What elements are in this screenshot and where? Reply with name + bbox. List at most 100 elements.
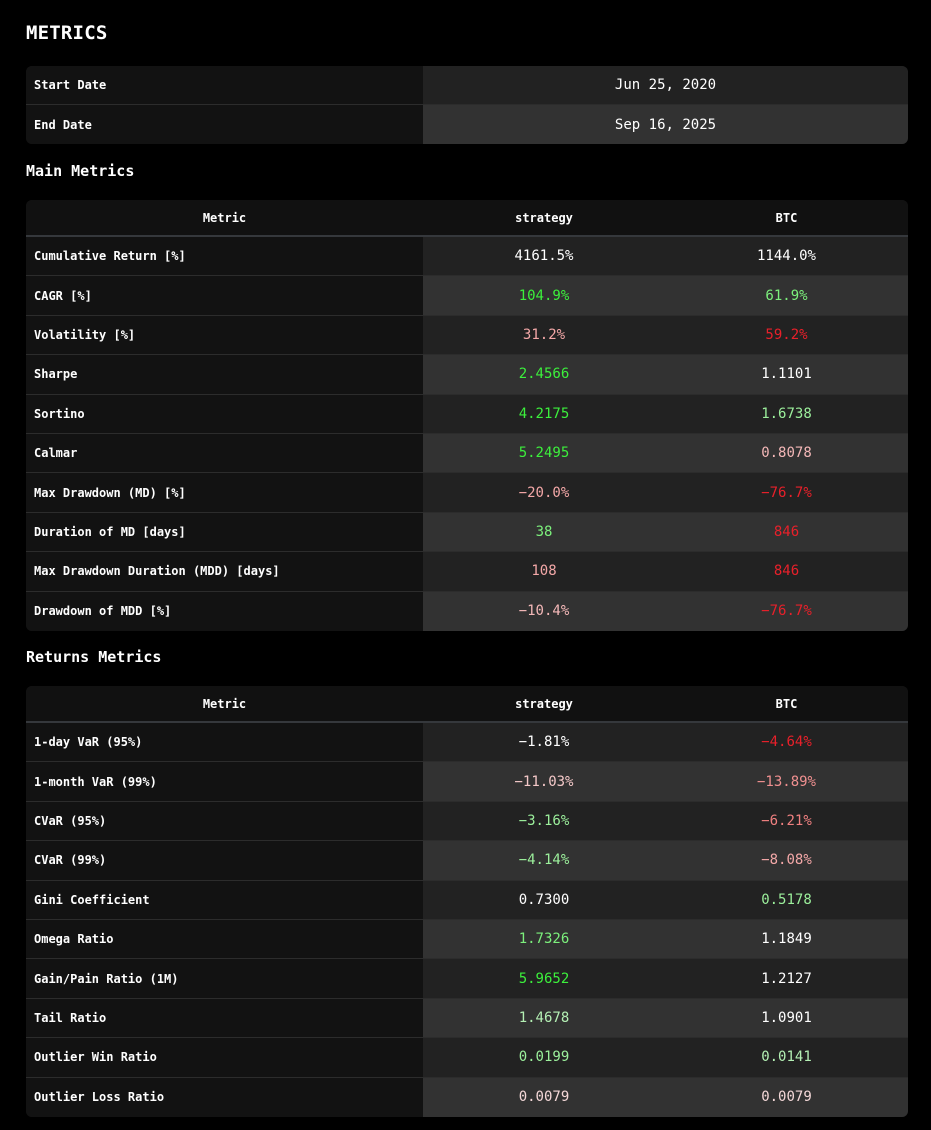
date-range-table: Start Date Jun 25, 2020 End Date Sep 16,… (26, 66, 908, 144)
page-title: METRICS (26, 22, 108, 44)
btc-value: −4.64% (665, 723, 908, 762)
metric-label: Max Drawdown Duration (MDD) [days] (26, 552, 423, 591)
table-header-row: Metric strategy BTC (26, 200, 908, 237)
strategy-value: 0.7300 (423, 880, 665, 919)
btc-value: 59.2% (665, 315, 908, 355)
strategy-value: 31.2% (423, 315, 665, 355)
metric-label: CAGR [%] (26, 276, 423, 315)
metric-label: Gain/Pain Ratio (1M) (26, 959, 423, 998)
btc-value: 1.0901 (665, 998, 908, 1038)
metric-label: Drawdown of MDD [%] (26, 591, 423, 631)
metric-label: Outlier Loss Ratio (26, 1077, 423, 1117)
table-row: Max Drawdown Duration (MDD) [days] 108 846 (26, 552, 908, 592)
table-row: Volatility [%] 31.2% 59.2% (26, 315, 908, 356)
column-header-strategy: strategy (515, 210, 573, 225)
btc-value: −8.08% (665, 841, 908, 880)
metric-label: CVaR (99%) (26, 841, 423, 880)
strategy-value: −1.81% (423, 723, 665, 762)
column-header-btc: BTC (775, 696, 798, 711)
btc-value: 0.0079 (665, 1077, 908, 1117)
strategy-value: 1.4678 (423, 998, 665, 1038)
strategy-value: 0.0199 (423, 1038, 665, 1077)
table-row: End Date Sep 16, 2025 (26, 105, 908, 144)
strategy-value: 4161.5% (423, 237, 665, 276)
metric-label: Sharpe (26, 355, 423, 394)
column-header-btc: BTC (775, 210, 798, 225)
strategy-value: 5.2495 (423, 433, 665, 473)
table-row: Outlier Win Ratio 0.0199 0.0141 (26, 1038, 908, 1078)
start-date-value: Jun 25, 2020 (423, 66, 908, 104)
returns-metrics-title: Returns Metrics (26, 648, 162, 666)
strategy-value: −20.0% (423, 473, 665, 512)
btc-value: −6.21% (665, 801, 908, 841)
strategy-value: 1.7326 (423, 919, 665, 959)
btc-value: 0.0141 (665, 1038, 908, 1077)
end-date-value: Sep 16, 2025 (423, 105, 908, 144)
end-date-label: End Date (26, 105, 423, 144)
table-row: Tail Ratio 1.4678 1.0901 (26, 998, 908, 1039)
strategy-value: 2.4566 (423, 355, 665, 394)
metric-label: Omega Ratio (26, 919, 423, 959)
table-row: Max Drawdown (MD) [%] −20.0% −76.7% (26, 473, 908, 513)
table-row: Sharpe 2.4566 1.1101 (26, 355, 908, 395)
strategy-value: −10.4% (423, 591, 665, 631)
strategy-value: 104.9% (423, 276, 665, 315)
strategy-value: 4.2175 (423, 394, 665, 433)
metric-label: Gini Coefficient (26, 880, 423, 919)
start-date-label: Start Date (26, 66, 423, 104)
btc-value: 0.8078 (665, 433, 908, 473)
btc-value: 1144.0% (665, 237, 908, 276)
metric-label: 1-day VaR (95%) (26, 723, 423, 762)
table-row: CAGR [%] 104.9% 61.9% (26, 276, 908, 316)
btc-value: −76.7% (665, 591, 908, 631)
table-row: Omega Ratio 1.7326 1.1849 (26, 919, 908, 960)
column-header-metric: Metric (202, 210, 247, 225)
table-row: Cumulative Return [%] 4161.5% 1144.0% (26, 237, 908, 277)
table-row: CVaR (95%) −3.16% −6.21% (26, 801, 908, 842)
metric-label: Outlier Win Ratio (26, 1038, 423, 1077)
btc-value: 846 (665, 512, 908, 552)
table-row: 1-month VaR (99%) −11.03% −13.89% (26, 762, 908, 802)
column-header-strategy: strategy (515, 696, 573, 711)
table-row: Drawdown of MDD [%] −10.4% −76.7% (26, 591, 908, 631)
btc-value: 1.1849 (665, 919, 908, 959)
strategy-value: −11.03% (423, 762, 665, 801)
btc-value: 1.1101 (665, 355, 908, 394)
metric-label: Volatility [%] (26, 315, 423, 355)
returns-metrics-table: Metric strategy BTC 1-day VaR (95%) −1.81… (26, 686, 908, 1117)
btc-value: 61.9% (665, 276, 908, 315)
btc-value: −13.89% (665, 762, 908, 801)
btc-value: 0.5178 (665, 880, 908, 919)
metric-label: Cumulative Return [%] (26, 237, 423, 276)
table-row: Gini Coefficient 0.7300 0.5178 (26, 880, 908, 920)
strategy-value: −3.16% (423, 801, 665, 841)
strategy-value: 5.9652 (423, 959, 665, 998)
column-header-metric: Metric (202, 696, 247, 711)
main-metrics-title: Main Metrics (26, 162, 135, 180)
strategy-value: 108 (423, 552, 665, 591)
table-row: 1-day VaR (95%) −1.81% −4.64% (26, 723, 908, 763)
table-row: Sortino 4.2175 1.6738 (26, 394, 908, 434)
metric-label: Sortino (26, 394, 423, 433)
btc-value: 1.6738 (665, 394, 908, 433)
strategy-value: −4.14% (423, 841, 665, 880)
btc-value: 1.2127 (665, 959, 908, 998)
table-row: Start Date Jun 25, 2020 (26, 66, 908, 105)
table-row: Outlier Loss Ratio 0.0079 0.0079 (26, 1077, 908, 1117)
metric-label: Tail Ratio (26, 998, 423, 1038)
table-header-row: Metric strategy BTC (26, 686, 908, 723)
main-metrics-table: Metric strategy BTC Cumulative Return [%… (26, 200, 908, 631)
btc-value: −76.7% (665, 473, 908, 512)
table-row: Gain/Pain Ratio (1M) 5.9652 1.2127 (26, 959, 908, 999)
metric-label: Duration of MD [days] (26, 512, 423, 552)
metric-label: Calmar (26, 433, 423, 473)
strategy-value: 38 (423, 512, 665, 552)
table-row: Calmar 5.2495 0.8078 (26, 433, 908, 474)
btc-value: 846 (665, 552, 908, 591)
table-row: Duration of MD [days] 38 846 (26, 512, 908, 553)
metric-label: 1-month VaR (99%) (26, 762, 423, 801)
metric-label: Max Drawdown (MD) [%] (26, 473, 423, 512)
metric-label: CVaR (95%) (26, 801, 423, 841)
table-row: CVaR (99%) −4.14% −8.08% (26, 841, 908, 881)
strategy-value: 0.0079 (423, 1077, 665, 1117)
